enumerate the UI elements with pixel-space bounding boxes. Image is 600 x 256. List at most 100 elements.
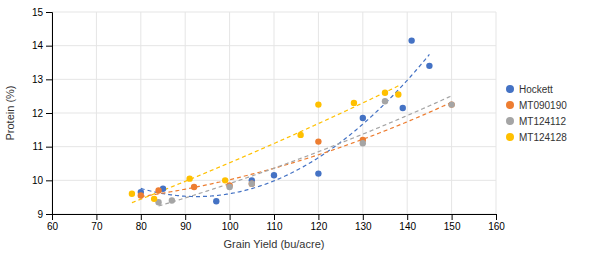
tick-mark xyxy=(185,214,186,220)
tick-mark xyxy=(141,214,142,220)
tick: 10 xyxy=(32,175,52,186)
tick-mark xyxy=(274,214,275,220)
tick-label: 80 xyxy=(136,221,148,232)
point xyxy=(169,197,175,203)
plot-area xyxy=(129,37,455,206)
point xyxy=(426,63,432,69)
point xyxy=(213,198,219,204)
y-axis: 9 10 11 12 13 14 15 xyxy=(32,7,53,220)
tick: 15 xyxy=(32,7,52,18)
tick-label: 110 xyxy=(267,221,283,232)
trend-line xyxy=(141,54,430,196)
tick-label: 60 xyxy=(47,221,59,232)
tick-mark xyxy=(46,113,52,114)
series xyxy=(138,101,455,198)
tick-label: 140 xyxy=(399,221,416,232)
tick-mark xyxy=(46,79,52,80)
tick: 70 xyxy=(91,214,103,232)
tick-label: 130 xyxy=(355,221,372,232)
tick-label: 150 xyxy=(444,221,461,232)
legend-marker xyxy=(506,133,514,141)
tick-label: 15 xyxy=(32,7,44,18)
tick: 14 xyxy=(32,40,52,51)
point xyxy=(249,181,255,187)
point xyxy=(382,90,388,96)
legend-item: MT124112 xyxy=(506,116,567,127)
tick: 9 xyxy=(37,209,52,220)
tick: 130 xyxy=(355,214,372,232)
point xyxy=(222,177,228,183)
tick-mark xyxy=(46,180,52,181)
tick: 60 xyxy=(47,214,59,232)
legend-label: MT124128 xyxy=(519,132,567,143)
grid-line xyxy=(52,79,496,80)
x-axis: 60 70 80 90 100 110 120 130 140 150 160 xyxy=(47,214,505,232)
tick: 150 xyxy=(444,214,461,232)
tick: 120 xyxy=(311,214,328,232)
point xyxy=(297,132,303,138)
tick: 140 xyxy=(399,214,416,232)
tick-mark xyxy=(46,147,52,148)
legend-marker xyxy=(506,117,514,125)
point xyxy=(382,98,388,104)
tick: 160 xyxy=(488,214,505,232)
point xyxy=(408,37,414,43)
tick-label: 11 xyxy=(33,141,44,152)
tick-mark xyxy=(407,214,408,220)
tick-mark xyxy=(452,214,453,220)
series xyxy=(155,98,454,205)
tick-label: 13 xyxy=(32,74,44,85)
grid-line xyxy=(52,12,496,13)
tick: 12 xyxy=(32,108,52,119)
legend-item: MT124128 xyxy=(506,132,567,143)
grid-line xyxy=(52,45,496,46)
axis-line xyxy=(53,215,497,221)
point xyxy=(138,192,144,198)
point xyxy=(400,105,406,111)
point xyxy=(448,101,454,107)
series xyxy=(138,37,433,204)
tick: 110 xyxy=(267,214,283,232)
trend-line xyxy=(159,96,452,206)
legend: Hockett MT090190 MT124112 MT124128 xyxy=(506,84,567,143)
y-axis-title: Protein (%) xyxy=(4,85,16,140)
tick: 100 xyxy=(222,214,239,232)
legend-item: MT090190 xyxy=(506,100,567,111)
point xyxy=(249,181,255,187)
point xyxy=(191,184,197,190)
tick: 80 xyxy=(136,214,148,232)
tick-label: 9 xyxy=(37,209,43,220)
tick: 90 xyxy=(180,214,192,232)
legend-marker xyxy=(506,101,514,109)
tick-mark xyxy=(318,214,319,220)
point xyxy=(226,184,232,190)
tick-mark xyxy=(96,214,97,220)
tick-mark xyxy=(363,214,364,220)
grid xyxy=(52,12,496,214)
point xyxy=(360,140,366,146)
tick: 11 xyxy=(33,141,52,152)
point xyxy=(315,101,321,107)
tick-label: 14 xyxy=(32,40,44,51)
chart: 60 70 80 90 100 110 120 130 140 150 160 9 10 11 12 13 14… xyxy=(0,0,600,256)
tick-label: 12 xyxy=(32,108,44,119)
tick-mark xyxy=(496,214,497,220)
tick-mark xyxy=(46,46,52,47)
x-axis-title: Grain Yield (bu/acre) xyxy=(224,238,325,250)
point xyxy=(271,172,277,178)
tick-label: 120 xyxy=(311,221,328,232)
tick-label: 100 xyxy=(222,221,239,232)
tick-label: 160 xyxy=(488,221,505,232)
point xyxy=(315,138,321,144)
tick-label: 90 xyxy=(180,221,192,232)
grid-line xyxy=(52,146,496,147)
point xyxy=(129,191,135,197)
point xyxy=(395,91,401,97)
legend-label: Hockett xyxy=(519,84,553,95)
tick-label: 10 xyxy=(32,175,44,186)
point xyxy=(186,175,192,181)
legend-label: MT090190 xyxy=(519,100,567,111)
point xyxy=(315,170,321,176)
legend-item: Hockett xyxy=(506,84,553,95)
point xyxy=(155,187,161,193)
